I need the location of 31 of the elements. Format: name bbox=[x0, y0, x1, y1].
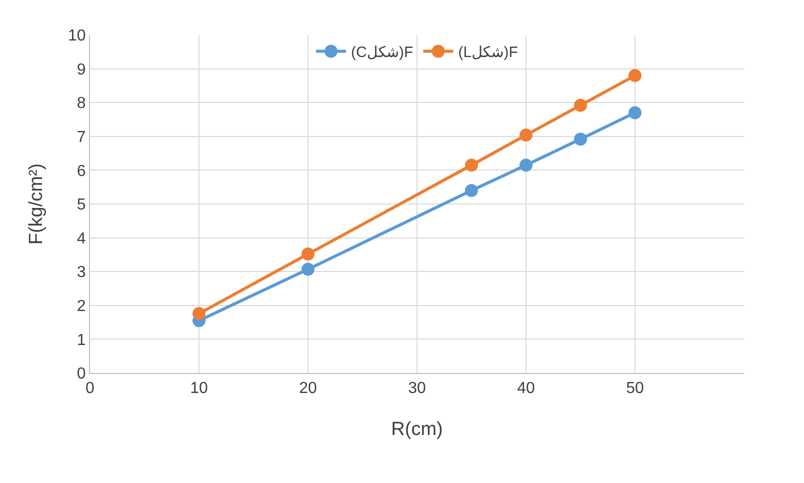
x-tick-label: 40 bbox=[517, 380, 535, 398]
y-tick-label: 7 bbox=[76, 129, 86, 146]
y-tick-label: 4 bbox=[76, 230, 86, 248]
x-tick-label: 10 bbox=[190, 380, 208, 398]
point bbox=[465, 158, 478, 172]
y-tick-label: 9 bbox=[76, 61, 86, 78]
y-tick-label: 3 bbox=[76, 264, 86, 282]
point bbox=[628, 69, 642, 82]
point bbox=[628, 106, 642, 120]
x-tick-label: 30 bbox=[408, 380, 426, 398]
legend-label: (Cشكل)F bbox=[351, 44, 414, 62]
y-tick-label: 2 bbox=[76, 298, 86, 315]
legend-label: (Lشكل)F bbox=[458, 44, 518, 62]
point bbox=[520, 158, 532, 172]
y-tick-label: 6 bbox=[76, 162, 86, 180]
y-tick-label: 0 bbox=[76, 366, 86, 383]
y-tick-label: 5 bbox=[76, 196, 86, 214]
x-tick-label: 50 bbox=[626, 380, 644, 398]
point bbox=[465, 184, 478, 197]
y-tick-label: 1 bbox=[76, 332, 86, 349]
point bbox=[192, 307, 206, 320]
point bbox=[302, 262, 314, 276]
y-tick-label: 8 bbox=[76, 95, 86, 112]
point bbox=[574, 132, 587, 146]
point bbox=[574, 98, 587, 112]
y-tick-label: 10 bbox=[68, 28, 86, 45]
x-axis-title: R(cm) bbox=[391, 419, 443, 440]
y-axis-title: F(kg/cm²) bbox=[26, 163, 47, 245]
point bbox=[302, 248, 314, 261]
x-tick-label: 20 bbox=[299, 380, 317, 398]
point bbox=[520, 128, 532, 142]
